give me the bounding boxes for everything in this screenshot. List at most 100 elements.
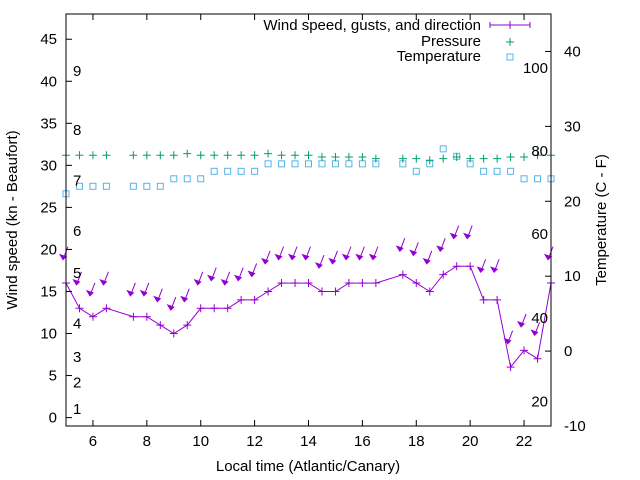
pressure-point [277,151,286,160]
x-tick-label: 20 [462,433,479,450]
pressure-point [264,149,273,158]
x-tick-label: 16 [354,433,371,450]
x-axis-title: Local time (Atlantic/Canary) [216,458,400,475]
temperature-point [439,145,447,153]
wind-direction-arrow [503,330,514,345]
wind-direction-arrow [220,271,231,286]
wind-direction-arrow-head [503,337,512,345]
x-tick-label: 18 [408,433,425,450]
wind-speed-point [304,279,313,288]
beaufort-label: 5 [73,265,81,282]
pressure-point [210,151,219,160]
wind-speed-point [250,295,259,304]
pressure-point [479,154,488,163]
y2-axis-title: Temperature (C - F) [593,154,610,286]
pressure-point [344,152,353,161]
pressure-point [291,151,300,160]
wind-speed-point [344,279,353,288]
wind-speed-point [156,321,165,330]
wind-direction-arrow [72,271,82,286]
y-tick-label: 25 [40,199,57,216]
x-tick-label: 22 [516,433,533,450]
wind-direction-arrow [260,250,271,265]
pressure-point [88,151,97,160]
pressure-point [250,151,259,160]
wind-direction-arrow-head [436,245,445,253]
wind-direction-arrow-head [274,253,283,261]
legend-key-wind [489,21,531,29]
wind-direction-arrow [180,288,190,303]
y-axis-title: Wind speed (kn - Beaufort) [4,130,21,309]
beaufort-label: 8 [73,122,81,139]
pressure-point [398,154,407,163]
beaufort-label: 7 [73,172,81,189]
wind-direction-arrow [234,267,244,282]
wind-speed-point [479,295,488,304]
x-tick-label: 10 [192,433,209,450]
wind-speed-point [277,279,286,288]
wind-direction-arrow [489,259,500,274]
wind-speed-point [196,304,205,313]
pressure-point [520,152,529,161]
wind-direction-arrow-head [72,278,81,286]
y-tick-label: 45 [40,31,57,48]
wind-direction-arrow [99,271,109,286]
pressure-point [425,156,434,165]
pressure-point [237,151,246,160]
wind-direction-arrow-head [422,257,431,265]
temperature-point [237,167,245,175]
wind-direction-arrows [58,225,554,345]
wind-direction-arrow [463,225,473,240]
temperature-point [156,182,164,190]
wind-direction-arrow-head [463,232,472,240]
wind-direction-arrow-head [301,253,310,261]
fahrenheit-label: 60 [531,226,548,243]
wind-speed-point [493,295,502,304]
wind-direction-arrow-head [58,253,67,261]
temperature-point [170,175,178,183]
wind-direction-arrow [449,225,460,240]
pressure-point [466,154,475,163]
legend-label-wind: Wind speed, gusts, and direction [263,17,481,34]
wind-direction-arrow [368,246,379,261]
y2-tick-label: 0 [564,343,572,360]
wind-direction-arrow [247,263,258,278]
wind-direction-arrow [126,282,136,297]
pressure-point [358,152,367,161]
wind-direction-arrow-head [247,270,256,278]
wind-series [62,262,555,372]
wind-direction-arrow-head [328,257,337,265]
beaufort-label: 9 [73,63,81,80]
wind-direction-arrow-head [180,295,189,303]
wind-direction-arrow [476,259,487,274]
legend-key-pressure [506,38,514,46]
legend-key-temperature [506,53,514,61]
pressure-point [142,151,151,160]
wind-direction-arrow-head [314,262,323,269]
wind-direction-arrow [409,242,419,257]
y-tick-label: 15 [40,283,57,300]
wind-direction-arrow [301,246,311,261]
wind-direction-arrow [516,313,527,328]
wind-direction-arrow [153,288,163,303]
temperature-point [412,167,420,175]
wind-speed-point [183,321,192,330]
temperature-point [197,175,205,183]
wind-speed-point [210,304,219,313]
wind-speed-point [291,279,300,288]
y-tick-label: 40 [40,73,57,90]
wind-direction-arrow-head [489,266,499,274]
pressure-point [317,152,326,161]
temperature-point [143,182,151,190]
wind-direction-arrow [274,246,285,261]
pressure-point [331,152,340,161]
wind-speed-point [88,312,97,321]
wind-direction-arrow [166,296,177,311]
wind-speed-point [533,354,542,363]
pressure-point [156,151,165,160]
y2-tick-label: -10 [564,418,586,435]
temperature-point [520,175,528,183]
wind-direction-arrow-head [153,295,162,303]
wind-speed-point [425,287,434,296]
